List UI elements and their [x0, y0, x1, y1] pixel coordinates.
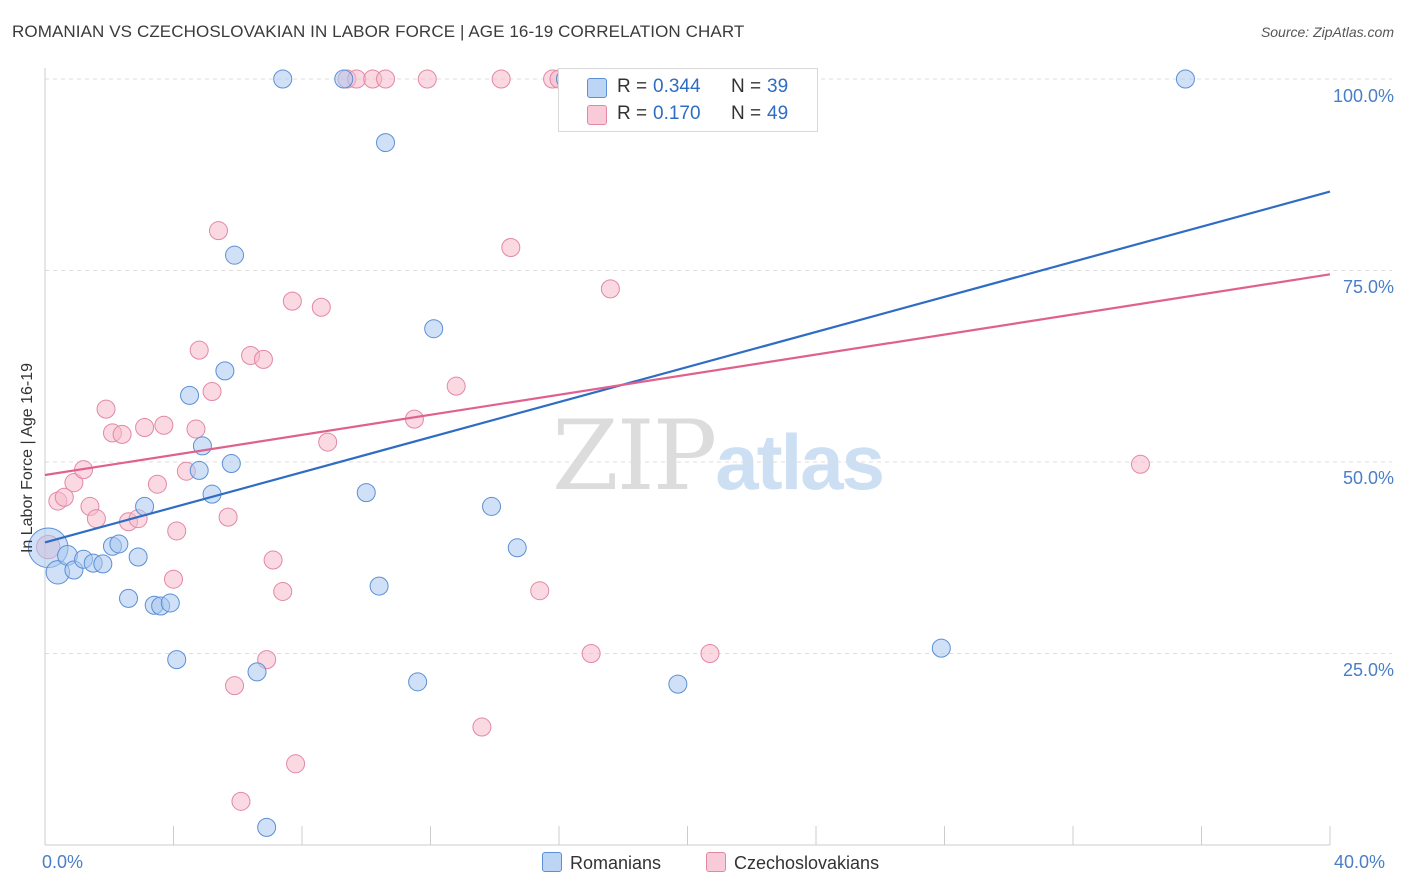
romanians-point-30	[408, 672, 428, 692]
y-tick-label-75: 75.0%	[1342, 277, 1394, 297]
czechoslovakians-point-24	[231, 791, 251, 811]
czechoslovakians-point-12	[135, 418, 155, 438]
legend-r-value: 0.170	[653, 103, 701, 124]
legend-r-label: R =	[617, 103, 648, 124]
czechoslovakians-point-47	[581, 644, 601, 663]
czechoslovakians-point-2	[54, 487, 74, 507]
chart-title: ROMANIAN VS CZECHOSLOVAKIAN IN LABOR FOR…	[12, 22, 745, 41]
czechoslovakians-point-29	[273, 581, 293, 601]
czechoslovakians-point-28	[263, 550, 283, 570]
watermark-zip: ZIP	[552, 400, 717, 512]
legend-n-label: N =	[731, 76, 762, 97]
romanians-point-8	[109, 534, 129, 554]
romanians-point-33	[507, 538, 527, 558]
y-tick-label-25: 25.0%	[1342, 660, 1394, 680]
y-tick-label-50: 50.0%	[1342, 468, 1394, 488]
legend-swatch-pink	[587, 105, 607, 125]
legend-n-label: N =	[731, 103, 762, 124]
legend-r-value: 0.344	[653, 76, 701, 97]
y-axis-label: In Labor Force | Age 16-19	[19, 362, 36, 554]
bottom-legend-swatch-blue	[542, 852, 562, 872]
czechoslovakians-point-20	[202, 382, 222, 402]
czechoslovakians-point-48	[600, 279, 620, 299]
stats-legend: R = 0.344 N = 39 R = 0.170 N = 49	[558, 68, 818, 132]
romanians-point-14	[160, 593, 180, 613]
czechoslovakians-point-19	[189, 340, 209, 360]
legend-n-value: 39	[767, 76, 789, 97]
romanians-point-15	[167, 650, 187, 670]
romanians-point-22	[225, 245, 245, 265]
czechoslovakians-trend-line	[44, 273, 1331, 477]
czechoslovakians-point-9	[112, 424, 132, 444]
czechoslovakians-point-33	[318, 432, 338, 452]
source-label: Source: ZipAtlas.com	[1260, 24, 1394, 40]
czechoslovakians-point-42	[491, 69, 511, 89]
romanians-point-21	[221, 454, 241, 474]
bottom-legend-czechoslovakians: Czechoslovakians	[706, 852, 879, 874]
romanians-point-17	[189, 460, 209, 480]
legend-n-value: 49	[767, 103, 789, 124]
czechoslovakians-point-32	[311, 297, 331, 317]
bottom-legend-swatch-pink	[706, 852, 726, 872]
romanians-point-16	[180, 385, 200, 405]
bottom-legend-label-romanians: Romanians	[570, 853, 662, 873]
romanians-trend-line	[44, 190, 1331, 544]
romanians-point-31	[424, 319, 444, 339]
romanians-point-35	[668, 674, 688, 694]
czechoslovakians-point-50	[1130, 454, 1150, 474]
romanians-point-28	[369, 576, 389, 596]
bottom-legend-romanians: Romanians	[542, 852, 661, 874]
romanians-point-10	[128, 547, 148, 567]
czechoslovakians-point-23	[225, 676, 245, 696]
czechoslovakians-point-15	[164, 569, 183, 589]
romanians-point-26	[334, 69, 354, 89]
x-tick-label-min: 0.0%	[42, 852, 84, 872]
czechoslovakians-point-37	[376, 69, 396, 89]
romanians-point-6	[93, 554, 113, 574]
romanians-point-37	[1175, 69, 1195, 89]
czechoslovakians-point-30	[282, 291, 302, 311]
y-tick-label-100: 100.0%	[1332, 86, 1394, 106]
czechoslovakians-point-43	[501, 238, 521, 258]
bottom-legend-label-czechoslovakians: Czechoslovakians	[734, 853, 880, 873]
czechoslovakians-point-49	[700, 644, 720, 663]
legend-swatch-blue	[587, 78, 607, 98]
czechoslovakians-point-22	[218, 507, 238, 527]
czechoslovakians-point-26	[253, 349, 273, 369]
romanians-point-9	[119, 588, 139, 608]
czechoslovakians-point-44	[530, 581, 550, 601]
x-tick-label-max: 40.0%	[1334, 852, 1386, 872]
romanians-point-27	[356, 483, 376, 503]
legend-r-label: R =	[617, 76, 648, 97]
czechoslovakians-point-31	[286, 754, 306, 774]
romanians-point-25	[273, 69, 293, 89]
romanians-point-32	[482, 496, 502, 516]
romanians-point-23	[247, 662, 267, 682]
czechoslovakians-point-16	[167, 521, 187, 541]
czechoslovakians-point-21	[208, 221, 228, 241]
romanians-point-29	[376, 133, 396, 153]
romanians-point-24	[257, 817, 277, 837]
czechoslovakians-point-13	[147, 474, 167, 494]
czechoslovakians-point-14	[154, 415, 174, 435]
czechoslovakians-point-41	[472, 717, 492, 737]
czechoslovakians-point-40	[446, 376, 466, 396]
romanians-point-20	[215, 361, 235, 381]
czechoslovakians-point-18	[186, 419, 206, 439]
czechoslovakians-point-6	[86, 509, 106, 529]
czechoslovakians-point-3	[64, 473, 84, 493]
czechoslovakians-point-39	[417, 69, 437, 89]
czechoslovakians-point-7	[96, 399, 116, 419]
romanians-point-36	[931, 638, 951, 658]
